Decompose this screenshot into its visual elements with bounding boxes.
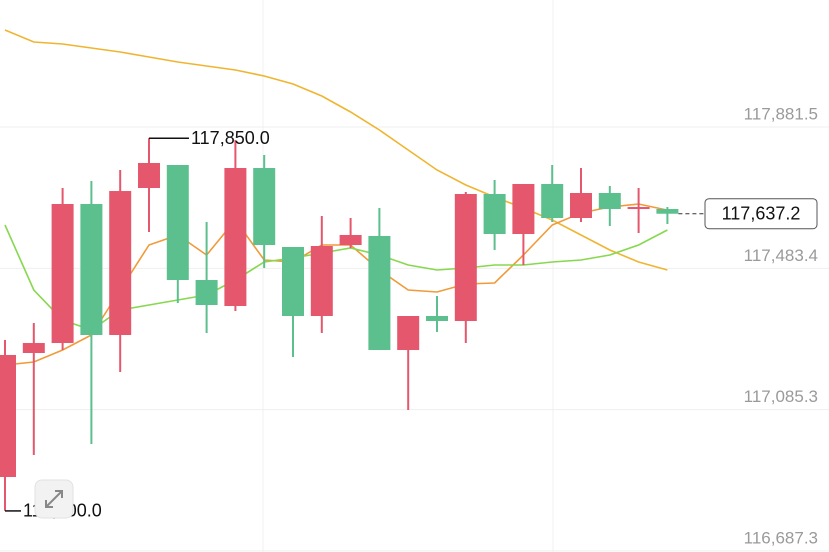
candle-body	[570, 193, 592, 218]
candle-body	[109, 191, 132, 335]
y-tick-label: 117,085.3	[744, 387, 818, 406]
candle-body	[483, 193, 506, 235]
zoom-icon	[45, 490, 63, 508]
last-price-label: 117,637.2	[722, 203, 801, 223]
candle-body	[51, 204, 74, 344]
candle-body	[397, 316, 420, 351]
y-tick-label: 117,881.5	[744, 104, 818, 123]
candle-body	[310, 246, 333, 317]
candle-body	[656, 209, 679, 214]
candle-body	[454, 193, 477, 322]
candle-body	[166, 164, 189, 281]
candle-body	[22, 343, 45, 353]
candle-body	[0, 354, 16, 477]
candle-body	[541, 183, 564, 218]
candle-body	[339, 234, 362, 246]
candle-body	[80, 204, 103, 335]
y-tick-label: 116,687.3	[744, 528, 818, 547]
candle-body	[426, 316, 448, 322]
candle-body	[627, 207, 650, 210]
annotation-label: 117,850.0	[191, 128, 270, 148]
candle-body	[282, 246, 304, 317]
last-price-box	[704, 198, 818, 230]
ma-line	[4, 29, 668, 271]
zoom-button[interactable]	[34, 479, 74, 519]
candle-body	[138, 163, 160, 188]
candle-body	[224, 168, 247, 306]
candle-body	[195, 280, 218, 306]
grid: 117,881.5 117,483.4 117,085.3 116,687.3	[0, 104, 829, 552]
candle-body	[512, 183, 535, 235]
candle-body	[598, 193, 621, 210]
y-tick-label: 117,483.4	[744, 246, 818, 265]
plot-area	[0, 29, 679, 511]
candle-body	[368, 235, 391, 351]
candle-body	[253, 168, 276, 246]
